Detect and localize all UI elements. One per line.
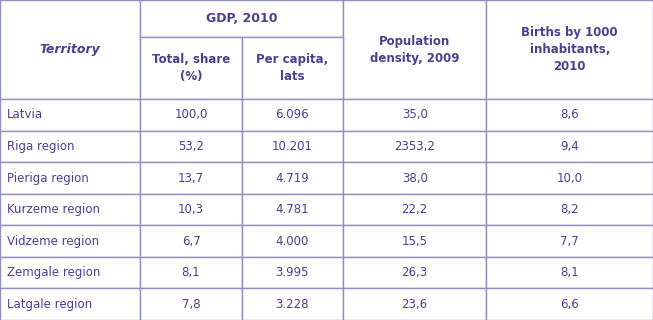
Bar xyxy=(140,194,242,225)
Text: 4.000: 4.000 xyxy=(276,235,309,248)
Bar xyxy=(486,0,653,99)
Text: Births by 1000
inhabitants,
2010: Births by 1000 inhabitants, 2010 xyxy=(522,26,618,73)
Text: 7,8: 7,8 xyxy=(182,298,200,311)
Bar xyxy=(343,162,486,194)
Text: Per capita,
lats: Per capita, lats xyxy=(256,53,328,83)
Text: 100,0: 100,0 xyxy=(174,108,208,122)
Text: 4.719: 4.719 xyxy=(276,172,309,185)
Bar xyxy=(343,257,486,288)
Text: Pieriga region: Pieriga region xyxy=(7,172,88,185)
Text: 10.201: 10.201 xyxy=(272,140,313,153)
Text: 23,6: 23,6 xyxy=(402,298,428,311)
Bar xyxy=(0,225,140,257)
Text: 9,4: 9,4 xyxy=(560,140,579,153)
Bar xyxy=(140,131,242,162)
Text: 6,6: 6,6 xyxy=(560,298,579,311)
Bar xyxy=(0,0,140,99)
Text: 7,7: 7,7 xyxy=(560,235,579,248)
Text: Population
density, 2009: Population density, 2009 xyxy=(370,35,460,65)
Bar xyxy=(343,99,486,131)
Bar xyxy=(486,288,653,320)
Text: 38,0: 38,0 xyxy=(402,172,428,185)
Text: 10,3: 10,3 xyxy=(178,203,204,216)
Bar xyxy=(486,257,653,288)
Bar xyxy=(343,288,486,320)
Bar xyxy=(242,131,343,162)
Text: 53,2: 53,2 xyxy=(178,140,204,153)
Bar xyxy=(486,162,653,194)
Text: 2353,2: 2353,2 xyxy=(394,140,435,153)
Text: Kurzeme region: Kurzeme region xyxy=(7,203,99,216)
Bar xyxy=(0,288,140,320)
Bar xyxy=(242,99,343,131)
Bar xyxy=(0,257,140,288)
Text: 15,5: 15,5 xyxy=(402,235,428,248)
Bar xyxy=(486,99,653,131)
Text: 22,2: 22,2 xyxy=(402,203,428,216)
Text: 10,0: 10,0 xyxy=(557,172,582,185)
Bar xyxy=(343,131,486,162)
Bar xyxy=(140,99,242,131)
Text: 6,7: 6,7 xyxy=(182,235,200,248)
Bar xyxy=(343,225,486,257)
Text: Zemgale region: Zemgale region xyxy=(7,266,100,279)
Bar xyxy=(242,194,343,225)
Text: 8,1: 8,1 xyxy=(182,266,200,279)
Bar xyxy=(0,131,140,162)
Text: 8,2: 8,2 xyxy=(560,203,579,216)
Text: Latgale region: Latgale region xyxy=(7,298,91,311)
Bar xyxy=(242,162,343,194)
Bar xyxy=(242,257,343,288)
Text: 6.096: 6.096 xyxy=(276,108,309,122)
Bar xyxy=(486,194,653,225)
Text: Vidzeme region: Vidzeme region xyxy=(7,235,99,248)
Bar xyxy=(140,162,242,194)
Bar xyxy=(486,225,653,257)
Text: 4.781: 4.781 xyxy=(276,203,309,216)
Bar xyxy=(140,288,242,320)
Bar xyxy=(140,257,242,288)
Bar xyxy=(343,0,486,99)
Text: 3.228: 3.228 xyxy=(276,298,309,311)
Text: Latvia: Latvia xyxy=(7,108,42,122)
Text: Total, share
(%): Total, share (%) xyxy=(152,53,230,83)
Bar xyxy=(242,288,343,320)
Text: 3.995: 3.995 xyxy=(276,266,309,279)
Bar xyxy=(0,162,140,194)
Text: Riga region: Riga region xyxy=(7,140,74,153)
Text: 13,7: 13,7 xyxy=(178,172,204,185)
Text: GDP, 2010: GDP, 2010 xyxy=(206,12,278,25)
Text: 8,1: 8,1 xyxy=(560,266,579,279)
Bar xyxy=(242,37,343,99)
Bar xyxy=(140,0,343,37)
Bar xyxy=(486,131,653,162)
Bar xyxy=(140,37,242,99)
Text: 35,0: 35,0 xyxy=(402,108,428,122)
Bar xyxy=(242,225,343,257)
Text: 8,6: 8,6 xyxy=(560,108,579,122)
Bar xyxy=(0,99,140,131)
Text: 26,3: 26,3 xyxy=(402,266,428,279)
Bar xyxy=(140,225,242,257)
Bar xyxy=(0,194,140,225)
Text: Territory: Territory xyxy=(40,43,101,56)
Bar xyxy=(343,194,486,225)
